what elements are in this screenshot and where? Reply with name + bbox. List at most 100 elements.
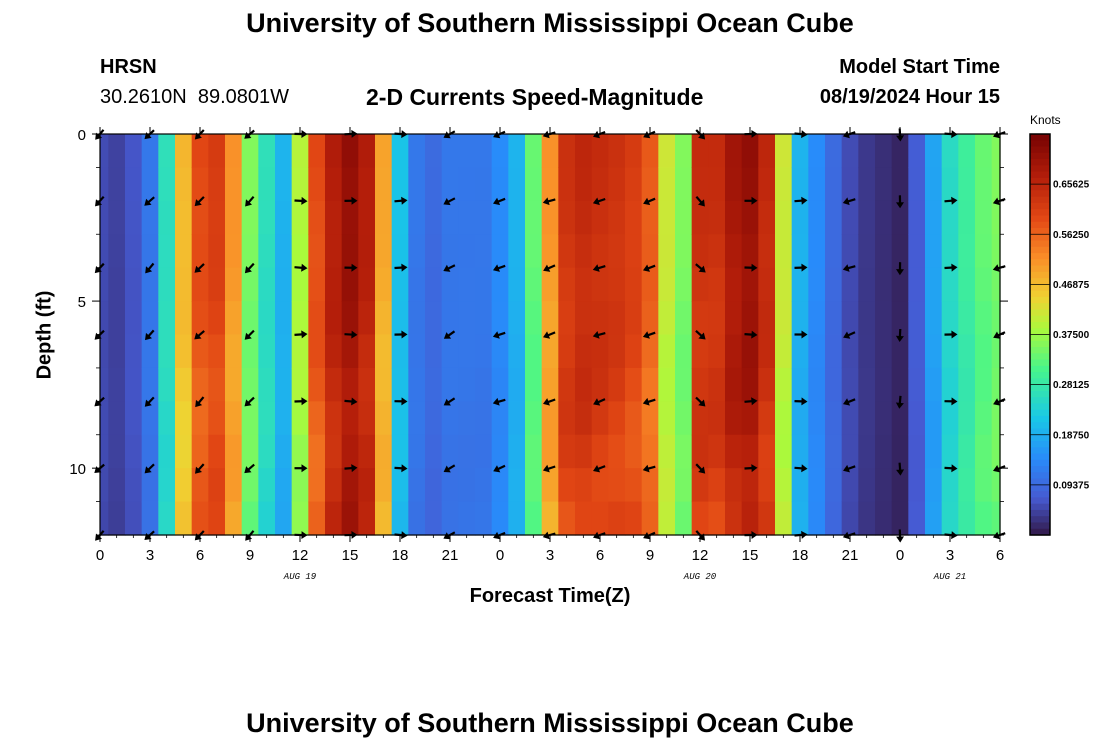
heatmap-cell	[841, 401, 859, 436]
heatmap-cell	[100, 200, 109, 235]
heatmap-cell	[275, 434, 293, 469]
velocity-arrow	[896, 195, 904, 209]
heatmap-cell	[858, 200, 876, 235]
heatmap-cell	[158, 468, 176, 503]
colorbar-tick-label: 0.37500	[1053, 330, 1090, 341]
heatmap-cell	[658, 334, 676, 369]
heatmap-cell	[175, 334, 193, 369]
heatmap-cell	[358, 401, 376, 436]
x-tick-label: 3	[946, 547, 954, 564]
heatmap-cell	[141, 468, 159, 503]
velocity-arrow	[992, 531, 1006, 540]
heatmap-cell	[325, 401, 343, 436]
heatmap-cell	[625, 167, 643, 202]
heatmap-cell	[141, 434, 159, 469]
heatmap-cell	[100, 301, 109, 336]
heatmap-cell	[475, 401, 493, 436]
heatmap-cell	[691, 301, 709, 336]
velocity-arrow	[593, 465, 606, 473]
velocity-arrow	[194, 129, 205, 140]
colorbar-segment	[1030, 340, 1050, 348]
heatmap-cell	[941, 267, 959, 302]
heatmap-cell	[341, 401, 359, 436]
velocity-arrow	[642, 464, 656, 473]
heatmap-cell	[691, 134, 709, 169]
heatmap-cell	[208, 401, 226, 436]
velocity-arrow	[344, 330, 358, 339]
heatmap-cell	[725, 434, 743, 469]
heatmap-cell	[975, 234, 993, 269]
heatmap-cell	[275, 367, 293, 402]
heatmap-cell	[175, 267, 193, 302]
heatmap-cell	[725, 367, 743, 402]
heatmap-cell	[558, 334, 576, 369]
heatmap-cell	[725, 501, 743, 536]
velocity-arrow	[944, 196, 958, 205]
heatmap-cell	[100, 501, 109, 536]
heatmap-cell	[108, 167, 126, 202]
x-tick-label: 0	[96, 547, 104, 564]
colorbar-segment	[1030, 146, 1050, 154]
colorbar-segment	[1030, 503, 1050, 511]
heatmap-cell	[558, 167, 576, 202]
heatmap-cell	[658, 200, 676, 235]
heatmap-cell	[441, 334, 459, 369]
heatmap-cell	[775, 501, 793, 536]
heatmap-cell	[291, 367, 309, 402]
heatmap-cell	[208, 167, 226, 202]
colorbar-segment	[1030, 353, 1050, 361]
heatmap-cell	[325, 267, 343, 302]
heatmap-cell	[108, 134, 126, 169]
heatmap-cell	[291, 301, 309, 336]
heatmap-cell	[791, 367, 809, 402]
heatmap-cell	[658, 167, 676, 202]
heatmap-cell	[125, 267, 143, 302]
heatmap-cell	[991, 401, 1001, 436]
heatmap-cell	[991, 334, 1001, 369]
velocity-arrow	[394, 531, 408, 540]
colorbar-segment	[1030, 334, 1050, 342]
velocity-arrow	[993, 331, 1006, 339]
velocity-arrow	[944, 130, 958, 139]
heatmap-cell	[958, 267, 976, 302]
colorbar-segment	[1030, 309, 1050, 317]
velocity-arrow	[794, 130, 808, 139]
heatmap-cell	[525, 134, 543, 169]
heatmap-cell	[608, 334, 626, 369]
heatmap-cell	[875, 334, 893, 369]
heatmap-cell	[541, 501, 559, 536]
colorbar: 0.65625 0.56250 0.46875 0.37500 0.28125 0.187…	[1029, 133, 1090, 536]
heatmap-cell	[675, 434, 693, 469]
colorbar-segment	[1030, 403, 1050, 411]
heatmap-cell	[141, 501, 159, 536]
heatmap-cell	[791, 401, 809, 436]
velocity-arrow	[245, 195, 255, 207]
heatmap-cell	[858, 401, 876, 436]
heatmap-cell	[125, 367, 143, 402]
velocity-arrow	[542, 130, 556, 139]
heatmap-cell	[325, 134, 343, 169]
heatmap-cell	[708, 234, 726, 269]
heatmap-cell	[241, 134, 259, 169]
heatmap-cell	[858, 501, 876, 536]
heatmap-cell	[375, 367, 393, 402]
heatmap-cell	[708, 434, 726, 469]
heatmap-cell	[100, 468, 109, 503]
heatmap-cell	[258, 267, 276, 302]
heatmap-cell	[208, 334, 226, 369]
velocity-arrow	[592, 264, 606, 272]
heatmap-cell	[175, 501, 193, 536]
heatmap-cell	[525, 334, 543, 369]
heatmap-cell	[925, 267, 943, 302]
chart-subtitle: 2-D Currents Speed-Magnitude	[366, 84, 704, 110]
colorbar-segment	[1030, 472, 1050, 480]
heatmap-cell	[741, 401, 759, 436]
heatmap-cell	[591, 200, 609, 235]
heatmap-cell	[508, 434, 526, 469]
heatmap-cell	[525, 501, 543, 536]
x-tick-label: 15	[342, 547, 359, 564]
colorbar-segment	[1030, 284, 1050, 292]
heatmap-cell	[508, 167, 526, 202]
heatmap-cell	[741, 134, 759, 169]
heatmap-cell	[725, 334, 743, 369]
